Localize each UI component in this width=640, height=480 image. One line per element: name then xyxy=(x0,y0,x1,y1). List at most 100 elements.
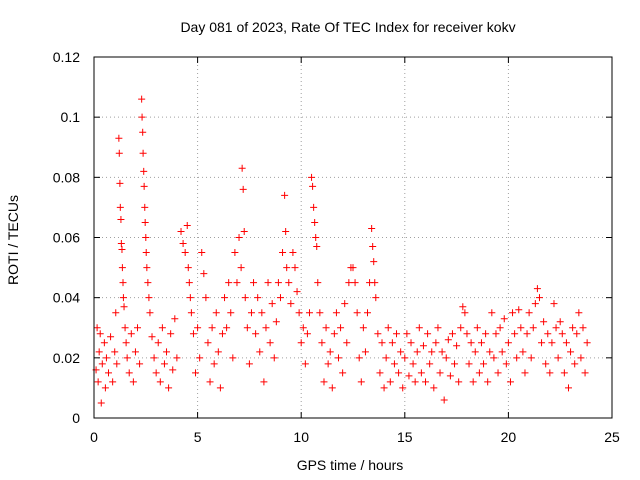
data-point xyxy=(303,330,311,338)
x-tick-label: 20 xyxy=(501,429,517,445)
data-point xyxy=(546,369,554,377)
x-tick-labels: 0 5 10 15 20 25 xyxy=(90,429,620,445)
data-point xyxy=(359,324,367,332)
data-point xyxy=(334,354,342,362)
data-point xyxy=(326,348,334,356)
data-point xyxy=(371,279,379,287)
data-point xyxy=(95,348,103,356)
x-tick-label: 15 xyxy=(397,429,413,445)
data-point xyxy=(419,342,427,350)
data-point xyxy=(308,173,316,181)
data-point xyxy=(422,378,430,386)
data-point xyxy=(430,384,438,392)
data-point xyxy=(107,333,115,341)
data-point xyxy=(144,279,152,287)
data-point xyxy=(509,309,517,317)
data-point xyxy=(467,339,475,347)
data-point xyxy=(142,249,150,257)
data-point xyxy=(521,369,529,377)
chart-title: Day 081 of 2023, Rate Of TEC Index for r… xyxy=(180,19,515,35)
data-point xyxy=(469,378,477,386)
data-point xyxy=(208,324,216,332)
data-point xyxy=(181,249,189,257)
data-point xyxy=(403,330,411,338)
data-point xyxy=(465,360,473,368)
data-point xyxy=(393,330,401,338)
data-point xyxy=(494,369,502,377)
data-point xyxy=(581,369,589,377)
x-tick-label: 25 xyxy=(604,429,620,445)
data-point xyxy=(550,300,558,308)
data-point xyxy=(171,315,179,323)
data-point xyxy=(405,372,413,380)
data-point xyxy=(438,348,446,356)
data-point xyxy=(264,279,272,287)
data-point xyxy=(448,330,456,338)
data-point xyxy=(492,330,500,338)
data-point xyxy=(446,372,454,380)
data-point xyxy=(455,378,463,386)
data-point xyxy=(311,218,319,226)
data-point xyxy=(461,309,469,317)
x-axis-label: GPS time / hours xyxy=(297,457,404,473)
data-point xyxy=(116,203,124,211)
data-point xyxy=(397,348,405,356)
data-point xyxy=(245,360,253,368)
data-point xyxy=(556,318,564,326)
data-point xyxy=(457,324,465,332)
data-point xyxy=(339,369,347,377)
data-point xyxy=(502,360,510,368)
data-point xyxy=(463,330,471,338)
data-point xyxy=(301,360,309,368)
data-point xyxy=(282,227,290,235)
data-point xyxy=(475,369,483,377)
data-point xyxy=(154,339,162,347)
data-point xyxy=(345,279,353,287)
data-point xyxy=(328,384,336,392)
data-point xyxy=(538,339,546,347)
x-tick-label: 5 xyxy=(194,429,202,445)
data-point xyxy=(515,306,523,314)
data-point xyxy=(140,182,148,190)
data-point xyxy=(343,339,351,347)
data-point xyxy=(125,369,133,377)
data-point xyxy=(165,384,173,392)
data-point xyxy=(504,339,512,347)
data-point xyxy=(212,309,220,317)
data-point xyxy=(486,348,494,356)
y-tick-labels: 0 0.02 0.04 0.06 0.08 0.1 0.12 xyxy=(53,49,80,426)
y-tick-label: 0.12 xyxy=(53,49,80,65)
data-point xyxy=(141,218,149,226)
data-point xyxy=(498,348,506,356)
data-point xyxy=(411,378,419,386)
data-point xyxy=(484,378,492,386)
data-point xyxy=(279,249,287,257)
axis-ticks xyxy=(93,56,613,419)
data-point xyxy=(299,324,307,332)
data-point xyxy=(240,227,248,235)
data-point xyxy=(426,360,434,368)
data-point xyxy=(138,113,146,121)
data-point xyxy=(187,309,195,317)
data-point xyxy=(496,324,504,332)
data-point xyxy=(554,354,562,362)
data-point xyxy=(434,324,442,332)
data-point xyxy=(167,330,175,338)
data-point xyxy=(186,294,194,302)
data-point xyxy=(266,339,274,347)
data-point xyxy=(519,348,527,356)
data-point xyxy=(93,324,101,332)
data-point xyxy=(353,309,361,317)
data-point xyxy=(229,354,237,362)
data-point xyxy=(250,279,258,287)
data-point xyxy=(129,378,137,386)
data-point xyxy=(169,366,177,374)
data-point xyxy=(210,360,218,368)
data-point xyxy=(235,234,243,241)
data-point xyxy=(540,318,548,326)
data-point xyxy=(401,354,409,362)
data-point xyxy=(567,348,575,356)
data-point xyxy=(428,348,436,356)
data-point xyxy=(305,309,313,317)
